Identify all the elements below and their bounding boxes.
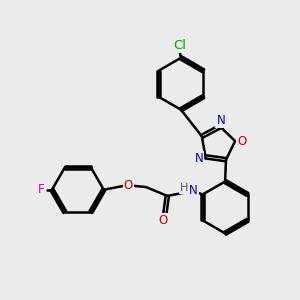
- Text: O: O: [159, 214, 168, 227]
- Text: O: O: [124, 179, 133, 192]
- Text: N: N: [216, 114, 225, 127]
- Text: F: F: [38, 183, 44, 196]
- Text: N: N: [189, 184, 198, 197]
- Text: N: N: [195, 152, 203, 165]
- Text: O: O: [237, 134, 246, 148]
- Text: Cl: Cl: [173, 39, 186, 52]
- Text: H: H: [180, 183, 189, 193]
